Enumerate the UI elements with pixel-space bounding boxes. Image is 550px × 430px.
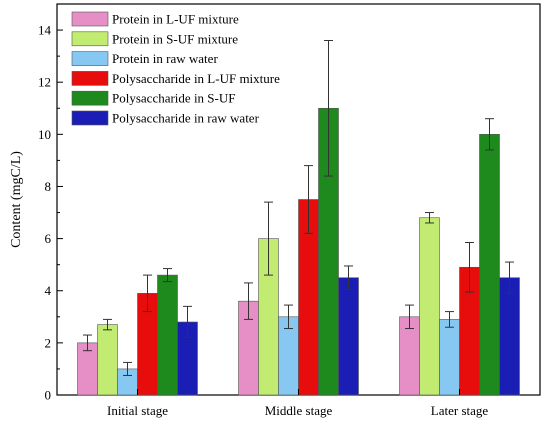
legend-label: Polysaccharide in raw water [112, 111, 260, 126]
bar [419, 217, 440, 396]
legend-swatch [71, 71, 109, 86]
bar [157, 274, 178, 396]
legend-swatch [71, 90, 109, 106]
y-axis: 0 2 4 6 8 10 12 14 [38, 23, 63, 403]
legend-label: Protein in L-UF mixture [112, 12, 239, 27]
legend-label: Polysaccharide in L-UF mixture [112, 71, 280, 86]
error-bars-group [83, 39, 514, 376]
x-axis: Initial stage Middle stage Later stage [107, 389, 488, 418]
legend-swatch [71, 51, 109, 66]
y-tick-label: 2 [45, 335, 52, 350]
bar [439, 319, 460, 396]
legend-label: Polysaccharide in S-UF [112, 91, 235, 106]
bars-group [77, 107, 520, 396]
legend-swatch [71, 31, 109, 47]
bar [499, 277, 520, 396]
y-tick-label: 12 [38, 75, 51, 90]
legend-swatch [71, 11, 109, 27]
bar [338, 277, 359, 396]
y-tick-label: 4 [45, 283, 52, 298]
x-tick-label: Initial stage [107, 403, 168, 418]
y-tick-label: 6 [45, 231, 52, 246]
y-tick-label: 10 [38, 127, 51, 142]
x-tick-label: Later stage [431, 403, 489, 418]
x-tick-label: Middle stage [265, 403, 333, 418]
legend-label: Protein in raw water [112, 51, 218, 66]
legend: Protein in L-UF mixture Protein in S-UF m… [71, 11, 280, 126]
bar [479, 134, 500, 396]
bar [97, 324, 118, 396]
y-tick-label: 0 [45, 388, 52, 403]
legend-swatch [71, 110, 109, 126]
y-tick-label: 8 [45, 179, 52, 194]
legend-label: Protein in S-UF mixture [112, 31, 238, 46]
y-tick-label: 14 [38, 23, 52, 38]
y-axis-title: Content (mgC/L) [9, 151, 24, 248]
